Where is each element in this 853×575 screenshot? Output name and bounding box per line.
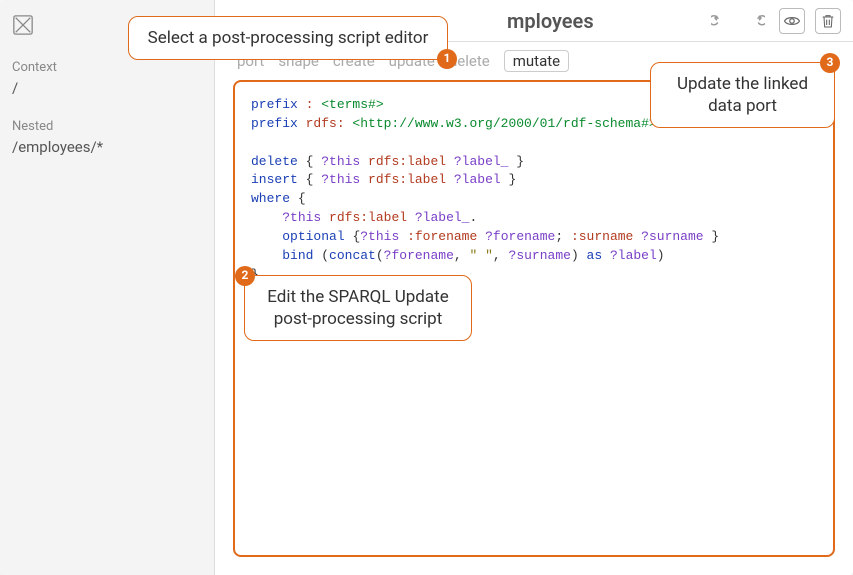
callout-3: Update the linked data port 3 [650, 62, 835, 128]
callout-2: Edit the SPARQL Update post-processing s… [244, 275, 472, 341]
redo-button[interactable] [743, 8, 769, 34]
callout-2-badge: 2 [235, 266, 255, 286]
callout-3-badge: 3 [820, 53, 840, 73]
callout-3-text: Update the linked data port [677, 74, 808, 116]
sidebar: Context / Nested /employees/* [0, 0, 215, 575]
callout-2-text: Edit the SPARQL Update post-processing s… [267, 287, 448, 329]
nested-value[interactable]: /employees/* [12, 138, 202, 156]
nested-label: Nested [12, 119, 202, 134]
undo-button[interactable] [707, 8, 733, 34]
callout-1-text: Select a post-processing script editor [148, 28, 429, 48]
context-label: Context [12, 60, 202, 75]
delete-button[interactable] [815, 8, 841, 34]
context-value: / [12, 79, 202, 97]
callout-1-badge: 1 [437, 49, 457, 69]
preview-button[interactable] [779, 8, 805, 34]
callout-1: Select a post-processing script editor 1 [128, 16, 448, 60]
app-logo-icon [12, 14, 34, 36]
tab-mutate[interactable]: mutate [504, 50, 569, 72]
page-title: mployees [507, 9, 594, 33]
